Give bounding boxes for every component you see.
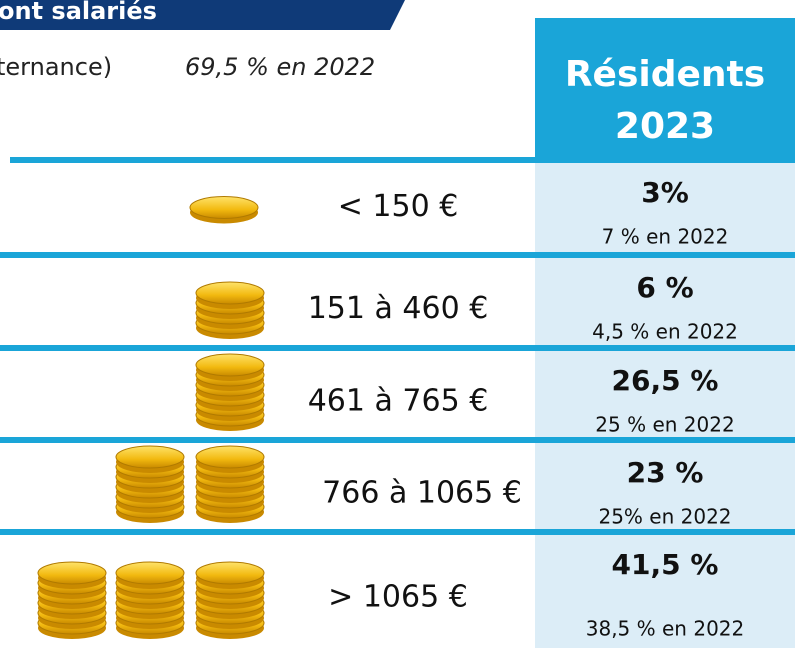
range: > 1065 €	[328, 580, 468, 615]
range: 766 à 1065 €	[322, 476, 522, 511]
coin	[37, 561, 107, 585]
previous: 25% en 2022	[598, 505, 731, 529]
row-line	[10, 157, 795, 163]
row-line	[0, 252, 795, 258]
previous: 4,5 % en 2022	[592, 320, 738, 344]
previous: 7 % en 2022	[602, 225, 729, 249]
previous: 25 % en 2022	[595, 413, 734, 437]
note-left: ternance)	[0, 53, 112, 81]
value: 26,5 %	[612, 364, 719, 397]
coin	[195, 281, 265, 305]
range: 461 à 765 €	[308, 384, 489, 419]
row-line	[0, 345, 795, 351]
row-line	[0, 529, 795, 535]
banner	[0, 0, 405, 30]
coin	[189, 196, 259, 219]
coin	[195, 445, 265, 469]
banner-text: ont salariés	[0, 0, 157, 25]
value: 23 %	[627, 456, 704, 489]
column-title: Résidents	[565, 54, 765, 95]
previous: 38,5 % en 2022	[586, 617, 745, 641]
range: 151 à 460 €	[308, 291, 489, 326]
rows: < 150 € 3% 7 % en 2022 151 à 460 € 6 % 4,5 % …	[0, 157, 795, 641]
value: 6 %	[636, 271, 693, 304]
coin	[195, 353, 265, 377]
range: < 150 €	[338, 189, 459, 224]
row-line	[0, 437, 795, 443]
value: 41,5 %	[612, 548, 719, 581]
column-header	[535, 18, 795, 160]
column-year: 2023	[615, 106, 715, 147]
column-body	[535, 160, 795, 648]
coin	[115, 561, 185, 585]
coin	[115, 445, 185, 469]
coin	[195, 561, 265, 585]
note-right: 69,5 % en 2022	[185, 53, 375, 81]
value: 3%	[641, 176, 689, 209]
